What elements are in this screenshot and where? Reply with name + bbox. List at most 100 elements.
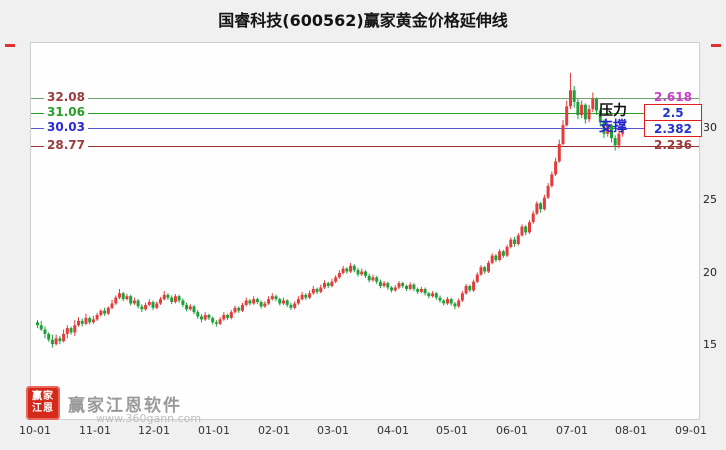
candle bbox=[173, 296, 177, 302]
candle bbox=[270, 296, 274, 300]
candle bbox=[498, 251, 502, 260]
candle bbox=[54, 338, 58, 345]
candle bbox=[84, 318, 88, 324]
candle bbox=[237, 307, 241, 311]
y-axis-tick: 15 bbox=[703, 338, 717, 351]
candle bbox=[293, 303, 297, 308]
y-axis-tick: 25 bbox=[703, 193, 717, 206]
right-axis-tick bbox=[711, 44, 721, 47]
candle bbox=[241, 304, 244, 311]
candle bbox=[576, 101, 580, 115]
x-axis-label: 07-01 bbox=[556, 424, 588, 437]
candle bbox=[267, 299, 271, 304]
candle bbox=[427, 293, 431, 297]
x-axis-label: 09-01 bbox=[675, 424, 707, 437]
watermark-url: www.360gann.com bbox=[96, 412, 202, 425]
candles bbox=[36, 72, 625, 348]
candle bbox=[99, 310, 103, 315]
x-axis-label: 10-01 bbox=[19, 424, 51, 437]
candle bbox=[304, 294, 308, 298]
candle bbox=[550, 174, 554, 186]
level-ratio-label: 2.5 bbox=[662, 105, 684, 120]
candle bbox=[88, 318, 92, 323]
watermark-logo: 赢家 江恩 bbox=[26, 386, 60, 420]
candle bbox=[416, 289, 420, 292]
candle bbox=[255, 299, 259, 302]
candle bbox=[475, 274, 479, 282]
candle bbox=[285, 300, 289, 305]
candle bbox=[121, 293, 125, 300]
candle bbox=[259, 302, 263, 307]
candle bbox=[125, 296, 129, 300]
candle bbox=[326, 283, 330, 286]
level-ratio-label: 2.618 bbox=[654, 90, 692, 104]
candle bbox=[397, 283, 401, 288]
x-axis-label: 01-01 bbox=[198, 424, 230, 437]
x-axis-label: 12-01 bbox=[138, 424, 170, 437]
candle bbox=[401, 283, 405, 286]
candle bbox=[203, 315, 207, 320]
support-annotation: 支撑 bbox=[599, 119, 627, 135]
x-axis-label: 04-01 bbox=[377, 424, 409, 437]
chart-title: 国睿科技(600562)赢家黄金价格延伸线 bbox=[218, 11, 508, 30]
candle bbox=[583, 104, 587, 120]
candle bbox=[129, 296, 133, 304]
candle bbox=[494, 255, 498, 260]
candle bbox=[598, 110, 602, 123]
pressure-annotation: 压力 bbox=[599, 103, 627, 119]
level-price-label: 32.08 bbox=[44, 90, 88, 104]
candle bbox=[252, 299, 256, 304]
candle bbox=[520, 226, 524, 236]
watermark-name: 赢家江恩软件 bbox=[68, 396, 182, 416]
level-price-label: 31.06 bbox=[44, 105, 88, 119]
candle bbox=[80, 320, 84, 324]
candle bbox=[371, 277, 375, 281]
candle bbox=[300, 294, 304, 300]
candle bbox=[569, 90, 572, 107]
candle bbox=[472, 281, 476, 291]
candle bbox=[185, 304, 189, 310]
candle bbox=[610, 125, 613, 139]
candle bbox=[192, 306, 196, 313]
candle bbox=[446, 299, 449, 304]
candle bbox=[606, 125, 610, 134]
x-axis-label: 02-01 bbox=[258, 424, 290, 437]
candle bbox=[263, 303, 267, 307]
candle bbox=[211, 318, 215, 323]
candle bbox=[457, 300, 461, 307]
candle bbox=[229, 312, 233, 318]
watermark-logo-text: 江恩 bbox=[32, 403, 54, 414]
candle bbox=[453, 303, 457, 307]
candle bbox=[43, 329, 47, 334]
candle bbox=[222, 315, 226, 320]
extension-line-2382 bbox=[31, 128, 699, 129]
candle bbox=[561, 125, 565, 144]
left-axis-tick bbox=[5, 44, 15, 47]
candle bbox=[356, 270, 360, 275]
ratio-highlight-box: 2.5 bbox=[644, 104, 702, 121]
candle bbox=[468, 286, 472, 291]
candle bbox=[207, 315, 211, 318]
candle bbox=[438, 297, 442, 301]
candle bbox=[330, 281, 334, 286]
candle bbox=[390, 287, 394, 291]
candle bbox=[323, 283, 326, 288]
level-price-label: 30.03 bbox=[44, 120, 88, 134]
candle bbox=[516, 235, 520, 244]
candle bbox=[147, 302, 151, 305]
candle bbox=[535, 203, 539, 214]
candle bbox=[296, 299, 300, 304]
ratio-highlight-box: 2.382 bbox=[644, 120, 702, 137]
candle bbox=[487, 262, 490, 272]
candle bbox=[155, 303, 159, 308]
level-price-label: 28.77 bbox=[44, 138, 88, 152]
candle bbox=[244, 300, 248, 305]
candle bbox=[39, 325, 43, 330]
watermark-logo-text: 赢家 bbox=[32, 391, 54, 402]
candle bbox=[177, 296, 181, 301]
candle bbox=[412, 284, 416, 289]
candle bbox=[289, 304, 293, 308]
candle bbox=[542, 197, 546, 210]
candle bbox=[378, 281, 382, 286]
candle bbox=[50, 339, 54, 345]
